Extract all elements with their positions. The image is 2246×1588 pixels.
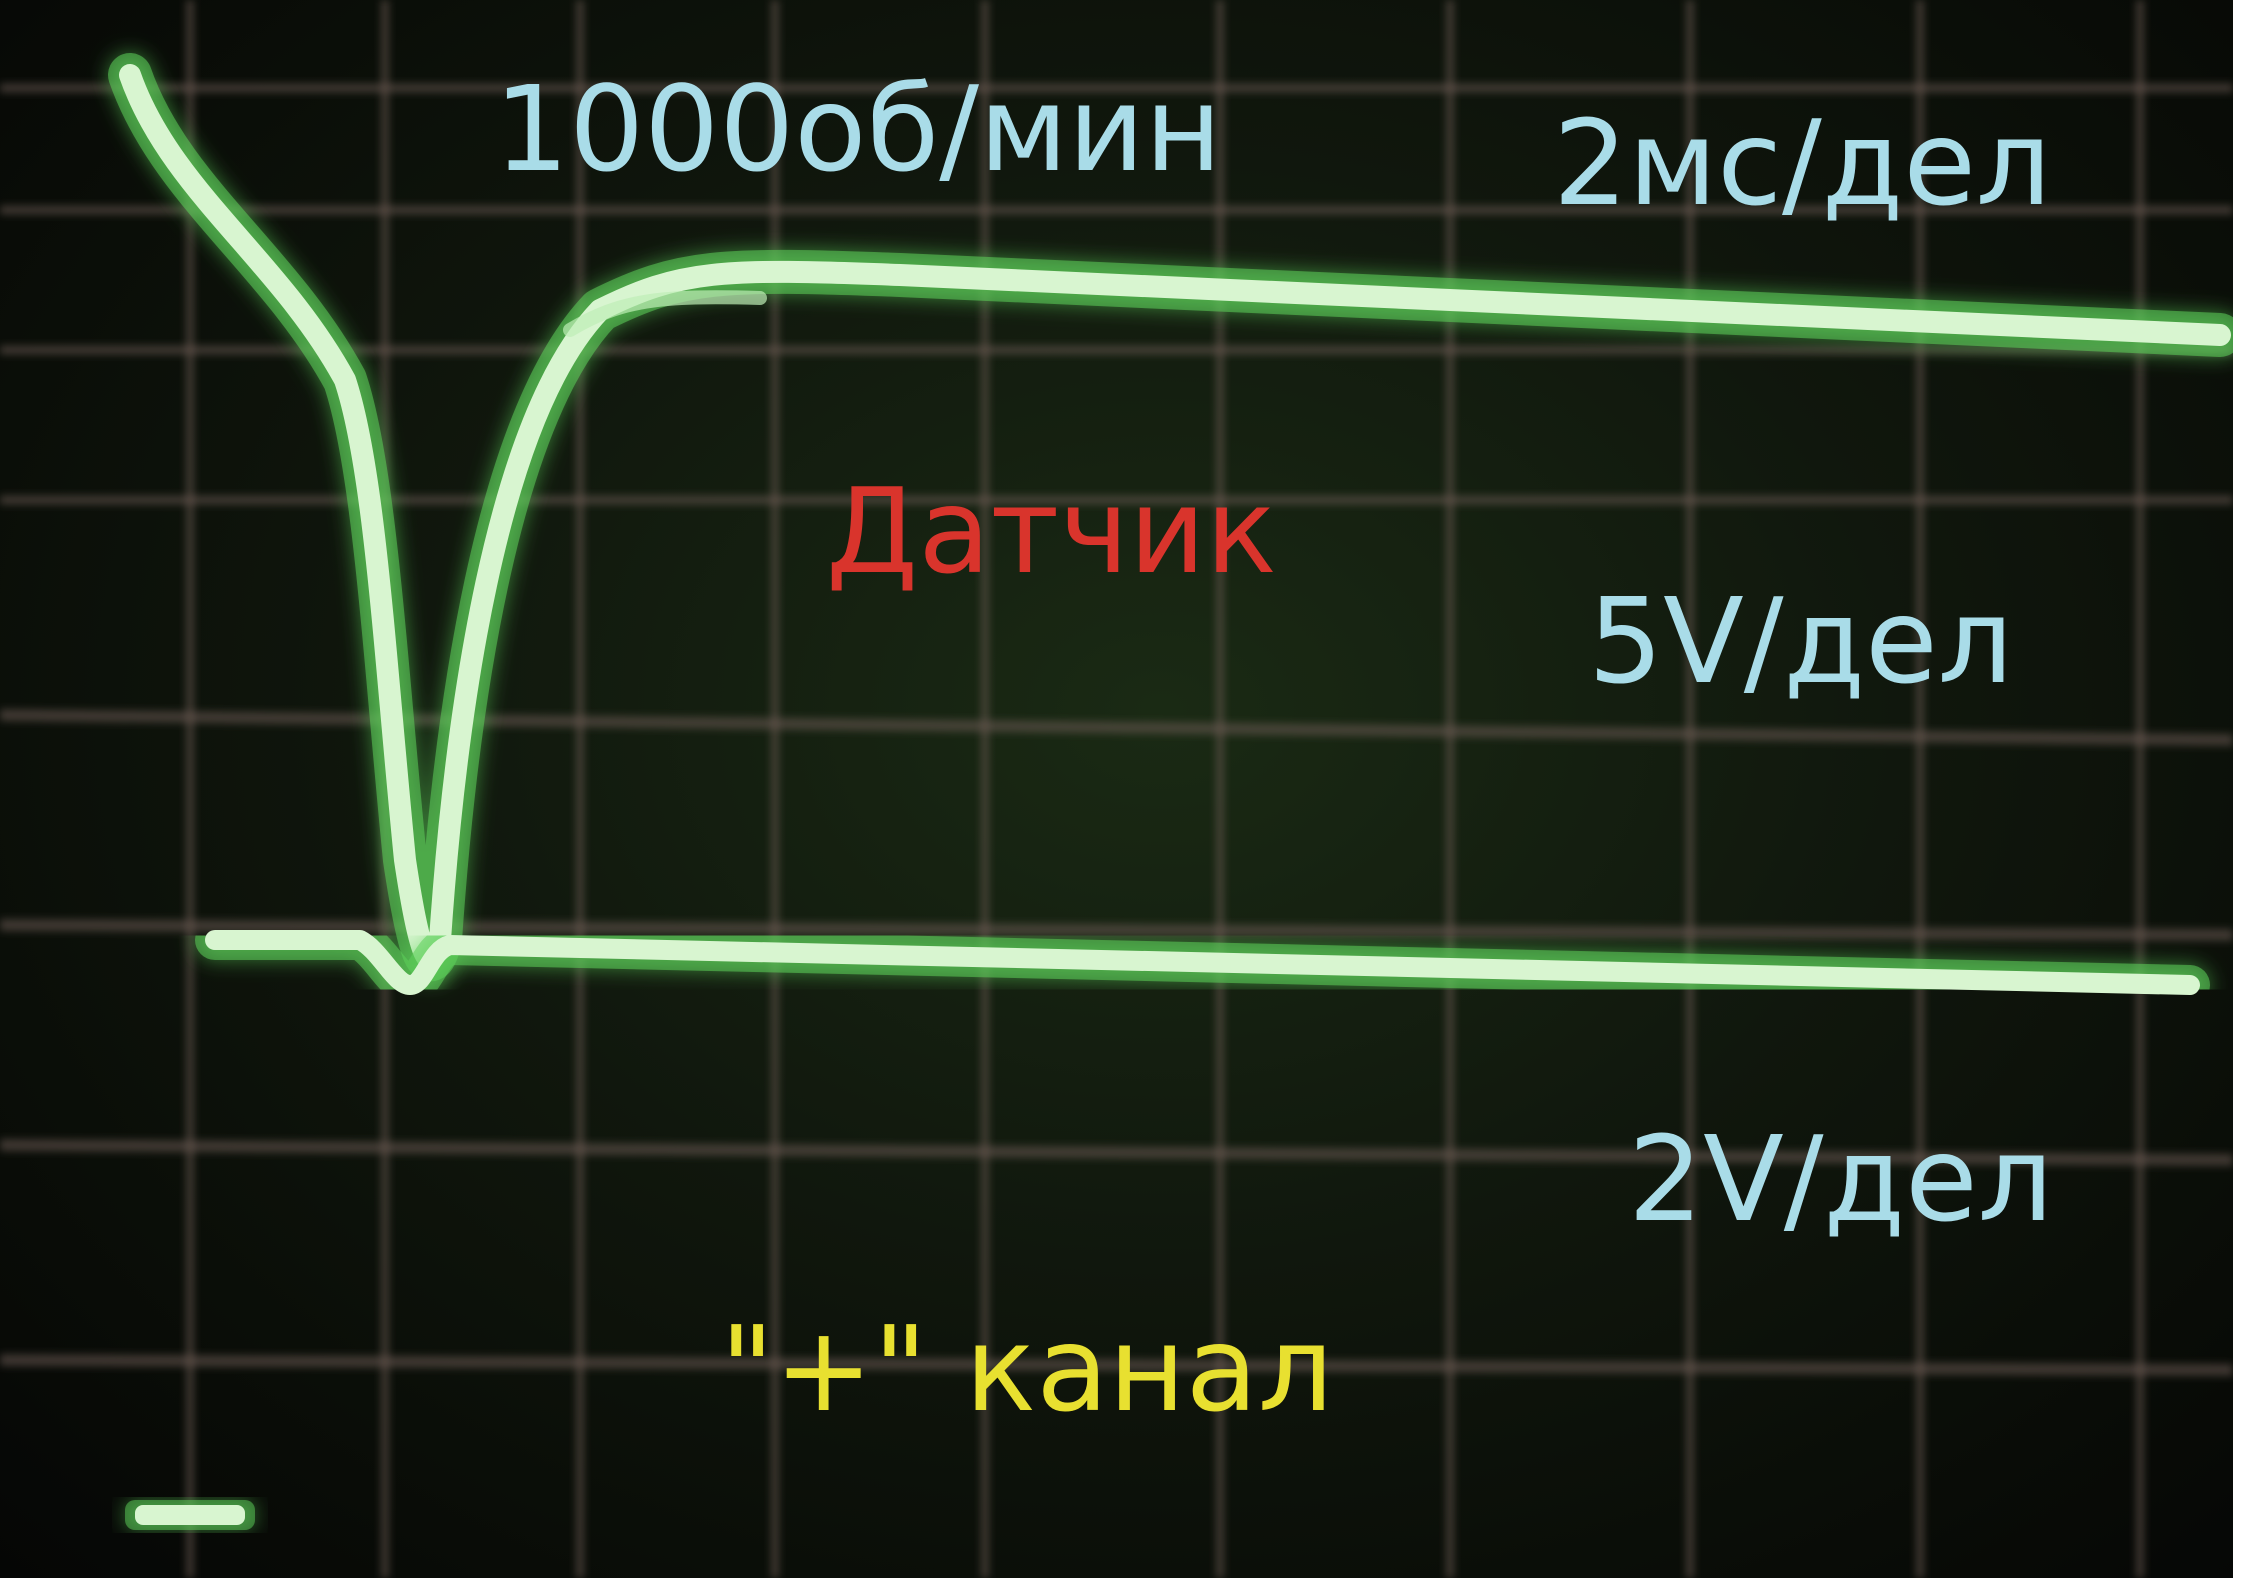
rpm-label: 1000об/мин [494,60,1222,198]
grid-horizontal-line [0,1354,2233,1376]
channel-2-trace [195,920,2210,1005]
sensor-label: Датчик [826,462,1277,600]
grid-horizontal-line [0,1139,2233,1166]
grid-horizontal-line [0,709,2233,746]
channel-name-label: "+" канал [720,1300,1334,1438]
time-scale-label: 2мс/дел [1553,94,2052,232]
channel-1-scale-label: 5V/дел [1588,572,2014,710]
ground-level-marker [125,1500,255,1530]
channel-2-scale-label: 2V/дел [1628,1110,2054,1248]
